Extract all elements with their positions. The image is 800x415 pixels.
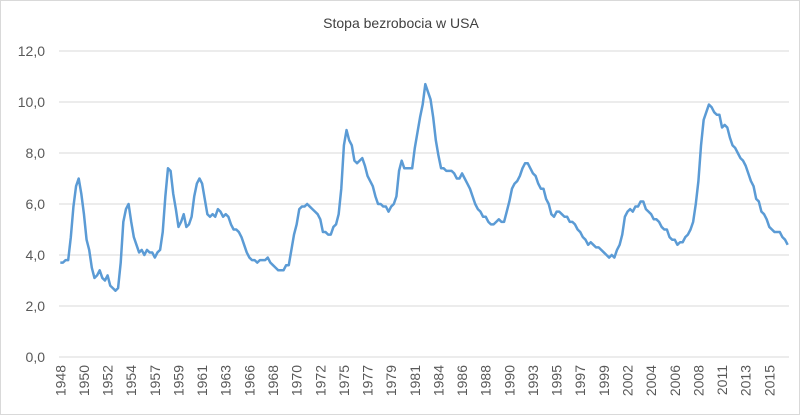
x-tick-label: 1972 [312, 365, 328, 396]
y-tick-label: 4,0 [26, 247, 46, 263]
x-tick-label: 1963 [218, 365, 234, 396]
x-tick-label: 2013 [738, 365, 754, 396]
x-tick-label: 1990 [501, 365, 517, 396]
x-tick-label: 1970 [289, 365, 305, 396]
y-tick-label: 8,0 [26, 145, 46, 161]
x-tick-label: 1986 [454, 365, 470, 396]
y-tick-label: 12,0 [18, 43, 45, 59]
x-tick-label: 2011 [714, 365, 730, 395]
x-tick-label: 1984 [430, 365, 446, 396]
x-tick-label: 1993 [525, 365, 541, 396]
y-tick-label: 2,0 [26, 298, 46, 314]
x-tick-label: 2015 [761, 365, 777, 396]
x-tick-label: 1966 [241, 365, 257, 396]
y-tick-label: 10,0 [18, 94, 45, 110]
x-tick-label: 1952 [100, 365, 116, 396]
x-tick-label: 1999 [596, 365, 612, 396]
x-tick-label: 2002 [620, 365, 636, 396]
x-tick-label: 1961 [194, 365, 210, 396]
line-series [60, 82, 789, 292]
x-tick-label: 1950 [76, 365, 92, 396]
x-tick-label: 1977 [360, 365, 376, 396]
x-tick-label: 1954 [123, 365, 139, 396]
x-tick-label: 1995 [549, 365, 565, 396]
x-tick-label: 1997 [572, 365, 588, 396]
x-tick-label: 2008 [690, 365, 706, 396]
x-tick-label: 1979 [383, 365, 399, 396]
x-tick-label: 1957 [147, 365, 163, 396]
x-tick-label: 2004 [643, 365, 659, 396]
x-tick-label: 1981 [407, 365, 423, 396]
x-tick-label: 1968 [265, 365, 281, 396]
x-tick-label: 1975 [336, 365, 352, 396]
x-tick-label: 1948 [52, 365, 68, 396]
y-tick-label: 6,0 [26, 196, 46, 212]
x-tick-label: 1988 [478, 365, 494, 396]
y-tick-label: 0,0 [26, 349, 46, 365]
x-tick-label: 1959 [170, 365, 186, 396]
x-tick-label: 2006 [667, 365, 683, 396]
chart-title: Stopa bezrobocia w USA [323, 15, 479, 31]
